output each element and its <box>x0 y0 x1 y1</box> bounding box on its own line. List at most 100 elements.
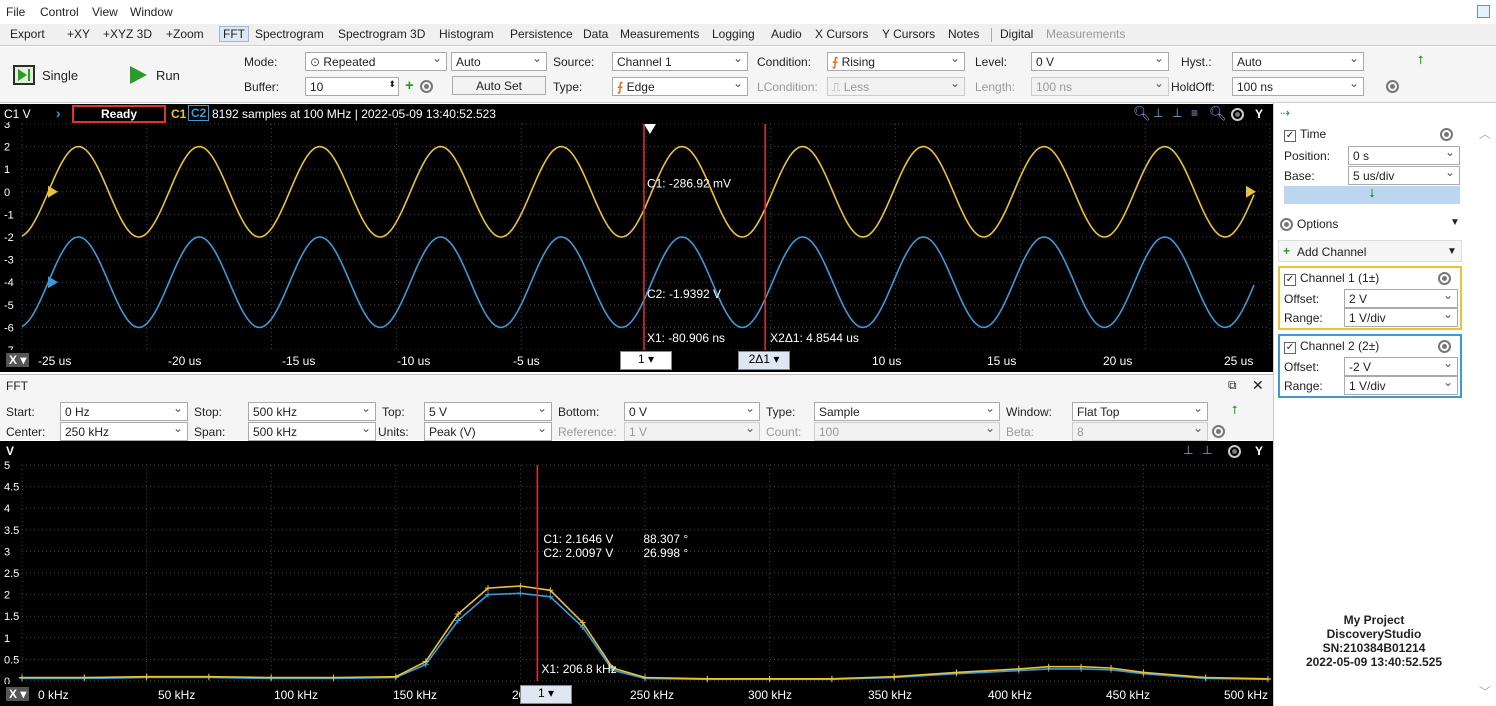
fft-bottom-input[interactable]: 0 V <box>624 402 760 421</box>
tab-persistence[interactable]: Persistence <box>510 27 573 41</box>
menu-control[interactable]: Control <box>40 5 79 19</box>
cursor-1-selector[interactable]: 1 ▾ <box>620 351 672 370</box>
channel-1-toggle[interactable]: ✓ Channel 1 (1±) <box>1284 271 1380 286</box>
ch2-offset-input[interactable]: -2 V <box>1344 357 1458 376</box>
x-axis-button[interactable]: X ▾ <box>6 353 30 367</box>
tab-xy[interactable]: +XY <box>67 27 91 41</box>
tab-digital[interactable]: Digital <box>1000 27 1034 41</box>
options-dropdown-icon[interactable]: ▼ <box>1450 217 1460 228</box>
fft-y-tick-label: 0.5 <box>4 654 19 666</box>
tab-spectrogram[interactable]: Spectrogram <box>255 27 324 41</box>
fft-span-input[interactable]: 500 kHz <box>248 422 376 441</box>
hyst-input[interactable]: Auto <box>1232 52 1364 71</box>
fft-x-axis-button[interactable]: X ▾ <box>6 687 30 701</box>
align-bottom-icon[interactable]: ⊥ <box>1172 106 1183 120</box>
fft-stop-input[interactable]: 500 kHz <box>248 402 376 421</box>
channel-2-gear-icon[interactable] <box>1438 340 1451 353</box>
auto-select[interactable]: Auto <box>451 52 547 71</box>
cursor-2-selector[interactable]: 2Δ1 ▾ <box>738 351 790 370</box>
menu-window[interactable]: Window <box>130 5 173 19</box>
fft-window-select[interactable]: Flat Top <box>1072 402 1208 421</box>
menu-file[interactable]: File <box>6 5 26 19</box>
fft-stop-value: 500 kHz <box>253 405 298 419</box>
y-axis-button[interactable]: Y <box>1255 107 1264 121</box>
settings-gear-icon[interactable] <box>420 80 433 93</box>
options-button[interactable]: Options <box>1280 217 1338 232</box>
time-collapse-button[interactable]: ⭣ <box>1284 186 1460 204</box>
trigger-type-select[interactable]: ⨍ Edge <box>612 77 748 96</box>
fft-count-label: Count: <box>766 425 802 439</box>
ch1-range-input[interactable]: 1 V/div <box>1344 308 1458 327</box>
fft-top-input[interactable]: 5 V <box>424 402 552 421</box>
arrow-right-icon[interactable]: ⇢ <box>1280 106 1291 120</box>
c2-tag[interactable]: C2 <box>188 105 210 121</box>
fft-arrow-up-icon[interactable]: ⭡ <box>1232 403 1238 417</box>
fft-y-axis-button[interactable]: Y <box>1255 444 1264 458</box>
add-channel-button[interactable]: + Add Channel ▼ <box>1278 240 1462 262</box>
fft-cursor-1-selector[interactable]: 1 ▾ <box>520 685 572 704</box>
y-tick-label: 3 <box>4 122 10 131</box>
tab-x-cursors[interactable]: X Cursors <box>815 27 869 41</box>
scope-gear-icon[interactable] <box>1231 108 1244 121</box>
fft-align2-icon[interactable]: ⊥ <box>1202 443 1213 457</box>
arrow-up-icon[interactable]: ⭡ <box>1418 53 1424 67</box>
single-button[interactable]: Single <box>4 51 114 99</box>
fft-type-select[interactable]: Sample <box>814 402 1000 421</box>
time-gear-icon[interactable] <box>1440 128 1453 141</box>
time-toggle[interactable]: ✓ Time <box>1284 127 1327 142</box>
buffer-input[interactable]: 10 ⬍ <box>305 77 399 96</box>
fft-units-select[interactable]: Peak (V) <box>424 422 552 441</box>
run-button[interactable]: Run <box>118 51 228 99</box>
stack-icon[interactable]: ≡ <box>1191 106 1199 120</box>
tab-notes[interactable]: Notes <box>948 27 980 41</box>
tab-histogram[interactable]: Histogram <box>439 27 494 41</box>
chevron-right-icon[interactable]: › <box>56 105 61 121</box>
close-icon[interactable]: ✕ <box>1252 377 1264 393</box>
menu-view[interactable]: View <box>92 5 118 19</box>
holdoff-input[interactable]: 100 ns <box>1232 77 1364 96</box>
fft-gear-icon[interactable] <box>1212 425 1225 438</box>
fft-center-input[interactable]: 250 kHz <box>60 422 188 441</box>
tab-audio[interactable]: Audio <box>771 27 802 41</box>
x1-cursor-readout: X1: -80.906 ns <box>647 331 725 345</box>
channel-2-toggle[interactable]: ✓ Channel 2 (2±) <box>1284 339 1380 354</box>
holdoff-gear-icon[interactable] <box>1386 80 1400 93</box>
ch1-offset-input[interactable]: 2 V <box>1344 289 1458 308</box>
source-select[interactable]: Channel 1 <box>612 52 748 71</box>
restore-window-icon[interactable] <box>1477 5 1490 18</box>
tab-data[interactable]: Data <box>583 27 609 41</box>
tab-measurements[interactable]: Measurements <box>620 27 700 41</box>
tab-fft[interactable]: FFT <box>219 26 249 42</box>
add-icon[interactable]: + <box>405 77 414 94</box>
tab-spectrogram-3d[interactable]: Spectrogram 3D <box>338 27 426 41</box>
fft-plot[interactable]: 5 4.5 4 3.5 3 2.5 2 1.5 1 0.5 0 C1: 2.1646 V 88.307 … <box>0 459 1273 685</box>
ch2-range-input[interactable]: 1 V/div <box>1344 376 1458 395</box>
ground-marker-c1 <box>48 185 58 198</box>
channel-1-gear-icon[interactable] <box>1438 272 1451 285</box>
mode-select[interactable]: ⊙ Repeated <box>305 52 447 71</box>
condition-select[interactable]: ⨍ Rising <box>827 52 965 71</box>
scroll-down-icon[interactable]: ﹀ <box>1479 685 1492 699</box>
tab-zoom[interactable]: +Zoom <box>166 27 204 41</box>
position-input[interactable]: 0 s <box>1348 146 1460 165</box>
fft-start-input[interactable]: 0 Hz <box>60 402 188 421</box>
y-tick-label: -3 <box>4 255 14 267</box>
tab-logging[interactable]: Logging <box>712 27 755 41</box>
undock-icon[interactable]: ⧉ <box>1228 378 1237 392</box>
tab-export[interactable]: Export <box>10 27 45 41</box>
tab-xyz-3d[interactable]: +XYZ 3D <box>103 27 153 41</box>
zoom-out-icon[interactable]: 🔍︎ <box>1209 105 1227 121</box>
fft-align-icon[interactable]: ⊥ <box>1183 443 1194 457</box>
fft-plot-gear-icon[interactable] <box>1228 445 1241 458</box>
fft-point-c1 <box>81 674 88 681</box>
y-tick-label: -1 <box>4 209 14 221</box>
tab-y-cursors[interactable]: Y Cursors <box>882 27 936 41</box>
level-input[interactable]: 0 V <box>1031 52 1169 71</box>
auto-set-button[interactable]: Auto Set <box>452 76 546 95</box>
base-input[interactable]: 5 us/div <box>1348 166 1460 185</box>
align-top-icon[interactable]: ⊥ <box>1153 106 1164 120</box>
scroll-up-icon[interactable]: ︿ <box>1479 127 1492 141</box>
zoom-icon[interactable]: 🔍︎ <box>1133 105 1151 121</box>
c1-tag[interactable]: C1 <box>171 107 187 121</box>
